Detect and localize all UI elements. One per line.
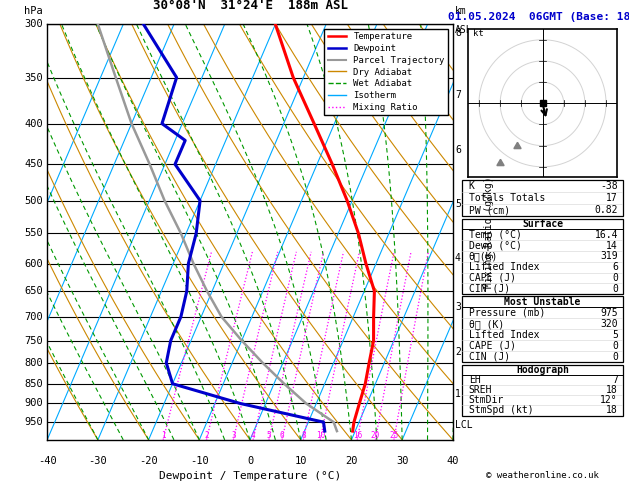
Text: Surface: Surface — [522, 219, 563, 229]
Text: 3: 3 — [455, 302, 461, 312]
Text: 18: 18 — [606, 405, 618, 416]
Text: 40: 40 — [447, 456, 459, 467]
Text: -10: -10 — [190, 456, 209, 467]
Text: 450: 450 — [25, 159, 43, 169]
Text: 7: 7 — [612, 375, 618, 385]
Text: 750: 750 — [25, 335, 43, 346]
Text: 350: 350 — [25, 72, 43, 83]
Text: 16: 16 — [353, 431, 362, 440]
Text: 650: 650 — [25, 286, 43, 296]
Text: 319: 319 — [600, 251, 618, 261]
Text: 16.4: 16.4 — [594, 230, 618, 240]
Text: 6: 6 — [280, 431, 284, 440]
Text: -38: -38 — [600, 181, 618, 191]
Text: 6: 6 — [612, 262, 618, 272]
Text: Temp (°C): Temp (°C) — [469, 230, 521, 240]
Text: 800: 800 — [25, 358, 43, 368]
Text: CAPE (J): CAPE (J) — [469, 273, 516, 283]
Text: 10: 10 — [294, 456, 307, 467]
Text: EH: EH — [469, 375, 481, 385]
Text: 0: 0 — [612, 284, 618, 294]
Text: 20: 20 — [370, 431, 380, 440]
Text: 14: 14 — [606, 241, 618, 251]
Text: 10: 10 — [316, 431, 325, 440]
Text: 3: 3 — [231, 431, 236, 440]
Text: -30: -30 — [89, 456, 108, 467]
Legend: Temperature, Dewpoint, Parcel Trajectory, Dry Adiabat, Wet Adiabat, Isotherm, Mi: Temperature, Dewpoint, Parcel Trajectory… — [325, 29, 448, 115]
Text: -40: -40 — [38, 456, 57, 467]
Text: CIN (J): CIN (J) — [469, 351, 510, 362]
Text: Most Unstable: Most Unstable — [504, 297, 581, 307]
Text: PW (cm): PW (cm) — [469, 205, 510, 215]
Text: -20: -20 — [139, 456, 158, 467]
Text: 0: 0 — [612, 273, 618, 283]
Text: Lifted Index: Lifted Index — [469, 330, 539, 340]
Text: LCL: LCL — [455, 420, 472, 430]
Text: 8: 8 — [455, 28, 461, 38]
Text: 7: 7 — [455, 90, 461, 100]
Text: 700: 700 — [25, 312, 43, 322]
Text: 5: 5 — [612, 330, 618, 340]
Text: 950: 950 — [25, 417, 43, 427]
Text: kt: kt — [472, 29, 483, 37]
Text: 320: 320 — [600, 319, 618, 329]
Text: 0: 0 — [612, 341, 618, 351]
Text: Lifted Index: Lifted Index — [469, 262, 539, 272]
Text: 850: 850 — [25, 379, 43, 389]
Text: © weatheronline.co.uk: © weatheronline.co.uk — [486, 471, 599, 480]
Text: 2: 2 — [204, 431, 209, 440]
Text: Totals Totals: Totals Totals — [469, 193, 545, 203]
Text: 5: 5 — [455, 199, 461, 209]
Text: 900: 900 — [25, 399, 43, 408]
Text: Mixing Ratio (g/kg): Mixing Ratio (g/kg) — [484, 176, 494, 288]
Text: 20: 20 — [345, 456, 358, 467]
Text: Pressure (mb): Pressure (mb) — [469, 308, 545, 318]
Text: 550: 550 — [25, 228, 43, 239]
Text: Dewp (°C): Dewp (°C) — [469, 241, 521, 251]
Text: ASL: ASL — [455, 25, 472, 35]
Text: 5: 5 — [267, 431, 271, 440]
Text: 30: 30 — [396, 456, 408, 467]
Text: 2: 2 — [455, 347, 461, 357]
Text: 18: 18 — [606, 385, 618, 395]
Text: 400: 400 — [25, 119, 43, 129]
Text: 0: 0 — [247, 456, 253, 467]
Text: 12°: 12° — [600, 395, 618, 405]
Text: 500: 500 — [25, 195, 43, 206]
Text: θᴄ (K): θᴄ (K) — [469, 319, 504, 329]
Text: 01.05.2024  06GMT (Base: 18): 01.05.2024 06GMT (Base: 18) — [448, 12, 629, 22]
Text: StmDir: StmDir — [469, 395, 504, 405]
Text: Dewpoint / Temperature (°C): Dewpoint / Temperature (°C) — [159, 471, 341, 481]
Text: 8: 8 — [301, 431, 306, 440]
Text: 4: 4 — [251, 431, 255, 440]
Text: CAPE (J): CAPE (J) — [469, 341, 516, 351]
Text: 600: 600 — [25, 259, 43, 269]
Text: km: km — [455, 6, 467, 16]
Text: 300: 300 — [25, 19, 43, 29]
Text: 0.82: 0.82 — [594, 205, 618, 215]
Text: hPa: hPa — [25, 6, 43, 16]
Text: 1: 1 — [161, 431, 165, 440]
Text: 25: 25 — [389, 431, 399, 440]
Text: 0: 0 — [612, 351, 618, 362]
Text: θᴄ(K): θᴄ(K) — [469, 251, 498, 261]
Text: CIN (J): CIN (J) — [469, 284, 510, 294]
Text: 30°08'N  31°24'E  188m ASL: 30°08'N 31°24'E 188m ASL — [152, 0, 348, 12]
Text: SREH: SREH — [469, 385, 493, 395]
Text: K: K — [469, 181, 475, 191]
Text: 1: 1 — [455, 389, 461, 399]
Text: StmSpd (kt): StmSpd (kt) — [469, 405, 533, 416]
Text: Hodograph: Hodograph — [516, 364, 569, 375]
Text: 6: 6 — [455, 145, 461, 155]
Text: 975: 975 — [600, 308, 618, 318]
Text: 17: 17 — [606, 193, 618, 203]
Text: 4: 4 — [455, 253, 461, 263]
